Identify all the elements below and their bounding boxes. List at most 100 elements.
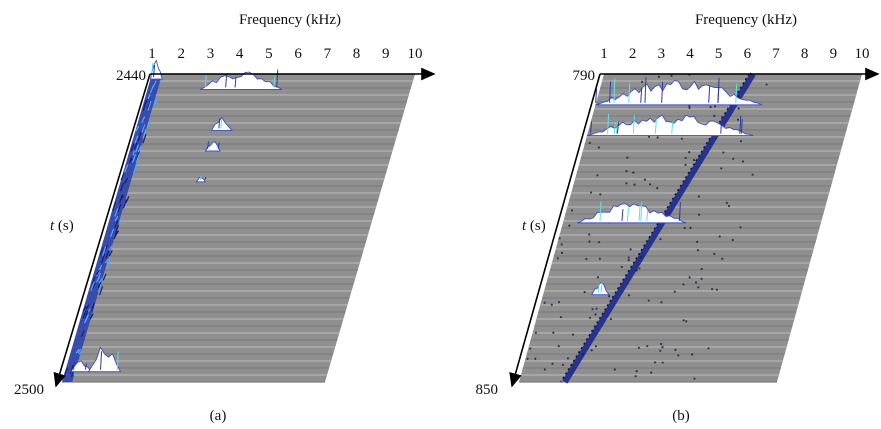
band-spike: [98, 277, 103, 284]
xlabel-a: Frequency (kHz): [239, 12, 341, 28]
peak-spike: [632, 115, 635, 134]
scatter-dot: [556, 257, 559, 260]
scatter-dot: [659, 349, 662, 352]
scatter-dot: [635, 269, 638, 272]
x-tick-label: 3: [658, 46, 666, 62]
band-spike: [134, 135, 139, 144]
scatter-dot: [589, 191, 593, 194]
band-spike: [124, 164, 129, 173]
scatter-dot: [727, 204, 731, 208]
band-spike: [97, 264, 103, 275]
peak-spike: [273, 76, 276, 88]
scatter-dot: [700, 267, 703, 271]
scatter-dot: [707, 347, 710, 350]
time-axis: [509, 73, 601, 388]
band-spike: [130, 143, 135, 152]
x-tick-label: 2: [177, 46, 185, 62]
x-tick-label: 10: [855, 46, 870, 62]
scatter-dot: [568, 224, 571, 227]
scatter-dot: [551, 362, 554, 365]
scatter-dot: [641, 80, 644, 84]
scatter-dot: [627, 259, 630, 262]
peak: [577, 203, 687, 224]
band-spike: [132, 164, 138, 174]
scatter-dot: [643, 178, 647, 181]
scatter-dot: [656, 136, 659, 139]
band-spike: [132, 153, 137, 163]
scatter-dot: [647, 135, 651, 138]
scatter-dot: [534, 331, 537, 334]
band-spike: [69, 364, 74, 374]
band-spike: [97, 283, 102, 293]
scatter-dot: [697, 213, 701, 216]
peak-spike: [84, 363, 87, 370]
band-spike: [142, 128, 147, 139]
scatter-dot: [696, 249, 700, 252]
scatter-dot: [620, 265, 623, 269]
peak-spike: [204, 75, 207, 88]
x-tick-label: 2: [629, 46, 637, 62]
x-tick-label: 8: [353, 46, 361, 62]
scatter-dot: [588, 240, 591, 243]
peak-spike: [73, 360, 76, 370]
peak-spike: [661, 81, 664, 103]
peak-spike: [735, 83, 738, 103]
scatter-dot: [596, 174, 599, 177]
freq-ticks-a: 1 2 3 4 5 6 7 8 9 10: [148, 46, 422, 62]
low-freq-band: [62, 74, 163, 382]
scatter-dot: [657, 75, 660, 79]
scatter-dot: [594, 345, 598, 348]
scatter-dot: [591, 308, 594, 311]
axes-b: [509, 67, 880, 388]
scatter-dot: [608, 295, 611, 298]
scatter-dot: [588, 316, 592, 319]
scatter-dot: [697, 286, 700, 289]
x-tick-label: 3: [207, 46, 215, 62]
scatter-dot: [588, 233, 591, 236]
band-spike: [135, 125, 140, 132]
band-spike: [114, 224, 120, 234]
scatter-dot: [765, 83, 768, 86]
x-tick-label: 10: [408, 46, 423, 62]
scatter-dot: [632, 171, 635, 174]
band-spike: [82, 310, 87, 319]
band-spike: [110, 228, 115, 238]
peak-spike: [204, 176, 207, 180]
scatter-dot: [661, 361, 664, 364]
xlabel-b: Frequency (kHz): [695, 12, 797, 28]
band-spike: [133, 142, 138, 150]
peak-spike: [717, 86, 720, 103]
scatter-dot: [670, 74, 673, 77]
peak-spike: [626, 207, 629, 221]
scatter-dot: [661, 346, 664, 349]
scatter-dot: [626, 156, 629, 159]
peak-spike: [646, 210, 649, 221]
scatter-dot: [739, 226, 742, 229]
scatter-dot: [560, 251, 564, 254]
peak-spike: [654, 118, 657, 134]
peak: [595, 79, 762, 106]
x-tick-label: 9: [382, 46, 390, 62]
peak-spike: [100, 351, 103, 370]
peak-spike: [720, 116, 723, 134]
x-tick-label: 1: [600, 46, 608, 62]
scatter-dot: [715, 288, 719, 291]
peak-spike: [153, 64, 156, 78]
band-spike: [83, 315, 89, 324]
peak-spike: [220, 119, 223, 129]
band-spike: [91, 276, 96, 285]
peak-spike: [199, 176, 202, 180]
spectrogram-panel-a: 1 2 3 4 5 6 7 8 9 10 Frequency (kHz) t (s) 2440 2…: [14, 12, 436, 424]
band-spike: [91, 282, 96, 290]
band-spike: [137, 131, 142, 142]
scatter-dot: [737, 107, 740, 110]
scatter-dot: [570, 209, 574, 212]
band-spike: [108, 250, 113, 257]
peak-spike: [590, 121, 593, 134]
band-spike: [119, 195, 124, 201]
scatter-dot: [660, 342, 663, 346]
scatter-dot: [557, 300, 561, 304]
peak-spike: [740, 119, 743, 134]
scatter-dot: [597, 146, 601, 149]
